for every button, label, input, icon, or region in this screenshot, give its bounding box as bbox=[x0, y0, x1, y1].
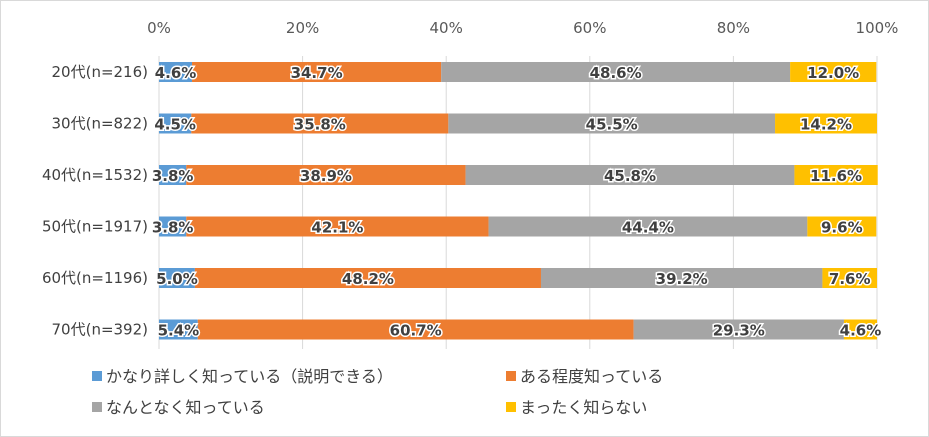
legend-label: ある程度知っている bbox=[520, 367, 663, 386]
bar-segment bbox=[197, 319, 634, 340]
data-label: 9.6% bbox=[821, 219, 863, 237]
data-label: 3.8% bbox=[152, 219, 194, 237]
x-tick-label: 80% bbox=[717, 19, 750, 37]
category-labels: 20代(n=216) 30代(n=822) 40代(n=1532) 50代(n=191… bbox=[42, 63, 148, 339]
legend-label: まったく知らない bbox=[520, 398, 647, 417]
bar-row bbox=[159, 268, 877, 288]
category-label: 50代(n=1917) bbox=[42, 218, 148, 236]
category-label: 60代(n=1196) bbox=[42, 269, 148, 287]
bar-row bbox=[159, 62, 877, 82]
bar-rows bbox=[159, 62, 878, 340]
data-label: 35.8% bbox=[294, 116, 346, 134]
bar-row bbox=[159, 216, 877, 237]
bar-segment bbox=[807, 216, 877, 237]
data-label: 11.6% bbox=[810, 167, 862, 185]
legend-swatch bbox=[506, 371, 516, 381]
x-axis-ticks: 0% 20% 40% 60% 80% 100% bbox=[147, 19, 898, 37]
bar-segment bbox=[159, 62, 193, 82]
bar-segment bbox=[448, 113, 776, 134]
data-label: 4.6% bbox=[840, 322, 882, 340]
bar-row bbox=[159, 113, 877, 134]
bar-row bbox=[159, 319, 877, 340]
gridlines bbox=[158, 56, 878, 349]
data-label: 45.5% bbox=[586, 116, 638, 134]
x-tick-label: 20% bbox=[286, 19, 319, 37]
legend-item: かなり詳しく知っている（説明できる） bbox=[92, 367, 393, 386]
bar-segment bbox=[192, 62, 442, 82]
bar-segment bbox=[441, 62, 791, 82]
data-labels: 4.6% 34.7% 48.6% 12.0% 4.5% 35.8% 45.5% 14.2% 3.… bbox=[150, 63, 882, 342]
data-label: 48.6% bbox=[590, 64, 642, 82]
data-label: 5.4% bbox=[158, 322, 200, 340]
bar-segment bbox=[488, 216, 808, 237]
category-label: 70代(n=392) bbox=[52, 321, 149, 339]
bar-segment bbox=[186, 216, 489, 237]
data-label: 29.3% bbox=[713, 322, 765, 340]
category-label: 30代(n=822) bbox=[52, 115, 149, 133]
bar-segment bbox=[191, 113, 449, 134]
legend-item: まったく知らない bbox=[506, 398, 647, 417]
bar-segment bbox=[159, 319, 198, 340]
legend-item: なんとなく知っている bbox=[92, 398, 265, 417]
legend-label: かなり詳しく知っている（説明できる） bbox=[106, 367, 393, 386]
legend-swatch bbox=[92, 371, 102, 381]
data-label: 12.0% bbox=[807, 64, 859, 82]
data-label: 14.2% bbox=[800, 116, 852, 134]
legend-item: ある程度知っている bbox=[506, 367, 663, 386]
category-label: 20代(n=216) bbox=[52, 63, 149, 81]
legend-swatch bbox=[92, 402, 102, 412]
bar-segment bbox=[159, 113, 192, 134]
data-label: 48.2% bbox=[342, 270, 394, 288]
bar-segment bbox=[790, 62, 877, 82]
bar-segment bbox=[159, 268, 195, 288]
bar-row bbox=[159, 165, 878, 185]
category-label: 40代(n=1532) bbox=[42, 166, 148, 184]
bar-segment bbox=[775, 113, 877, 134]
bar-segment bbox=[633, 319, 844, 340]
legend-swatch bbox=[506, 402, 516, 412]
x-tick-label: 40% bbox=[430, 19, 463, 37]
bar-segment bbox=[822, 268, 877, 288]
data-label: 4.5% bbox=[154, 116, 196, 134]
bar-segment bbox=[186, 165, 466, 185]
data-label: 39.2% bbox=[656, 270, 708, 288]
bar-segment bbox=[465, 165, 795, 185]
x-tick-label: 0% bbox=[147, 19, 171, 37]
x-tick-label: 100% bbox=[856, 19, 899, 37]
bar-segment bbox=[159, 216, 187, 237]
bar-segment bbox=[194, 268, 541, 288]
bar-segment bbox=[794, 165, 878, 185]
bar-segment bbox=[159, 165, 187, 185]
data-label: 45.8% bbox=[604, 167, 656, 185]
legend-label: なんとなく知っている bbox=[106, 398, 265, 417]
bar-segment bbox=[540, 268, 823, 288]
bar-segment bbox=[843, 319, 877, 340]
data-label: 42.1% bbox=[311, 219, 363, 237]
data-label: 5.0% bbox=[156, 270, 198, 288]
data-label: 7.6% bbox=[829, 270, 871, 288]
data-label: 4.6% bbox=[155, 64, 197, 82]
data-label: 38.9% bbox=[300, 167, 352, 185]
x-tick-label: 60% bbox=[573, 19, 606, 37]
data-label: 3.8% bbox=[152, 167, 194, 185]
data-label: 44.4% bbox=[622, 219, 674, 237]
data-label: 34.7% bbox=[291, 64, 343, 82]
data-label: 60.7% bbox=[390, 322, 442, 340]
